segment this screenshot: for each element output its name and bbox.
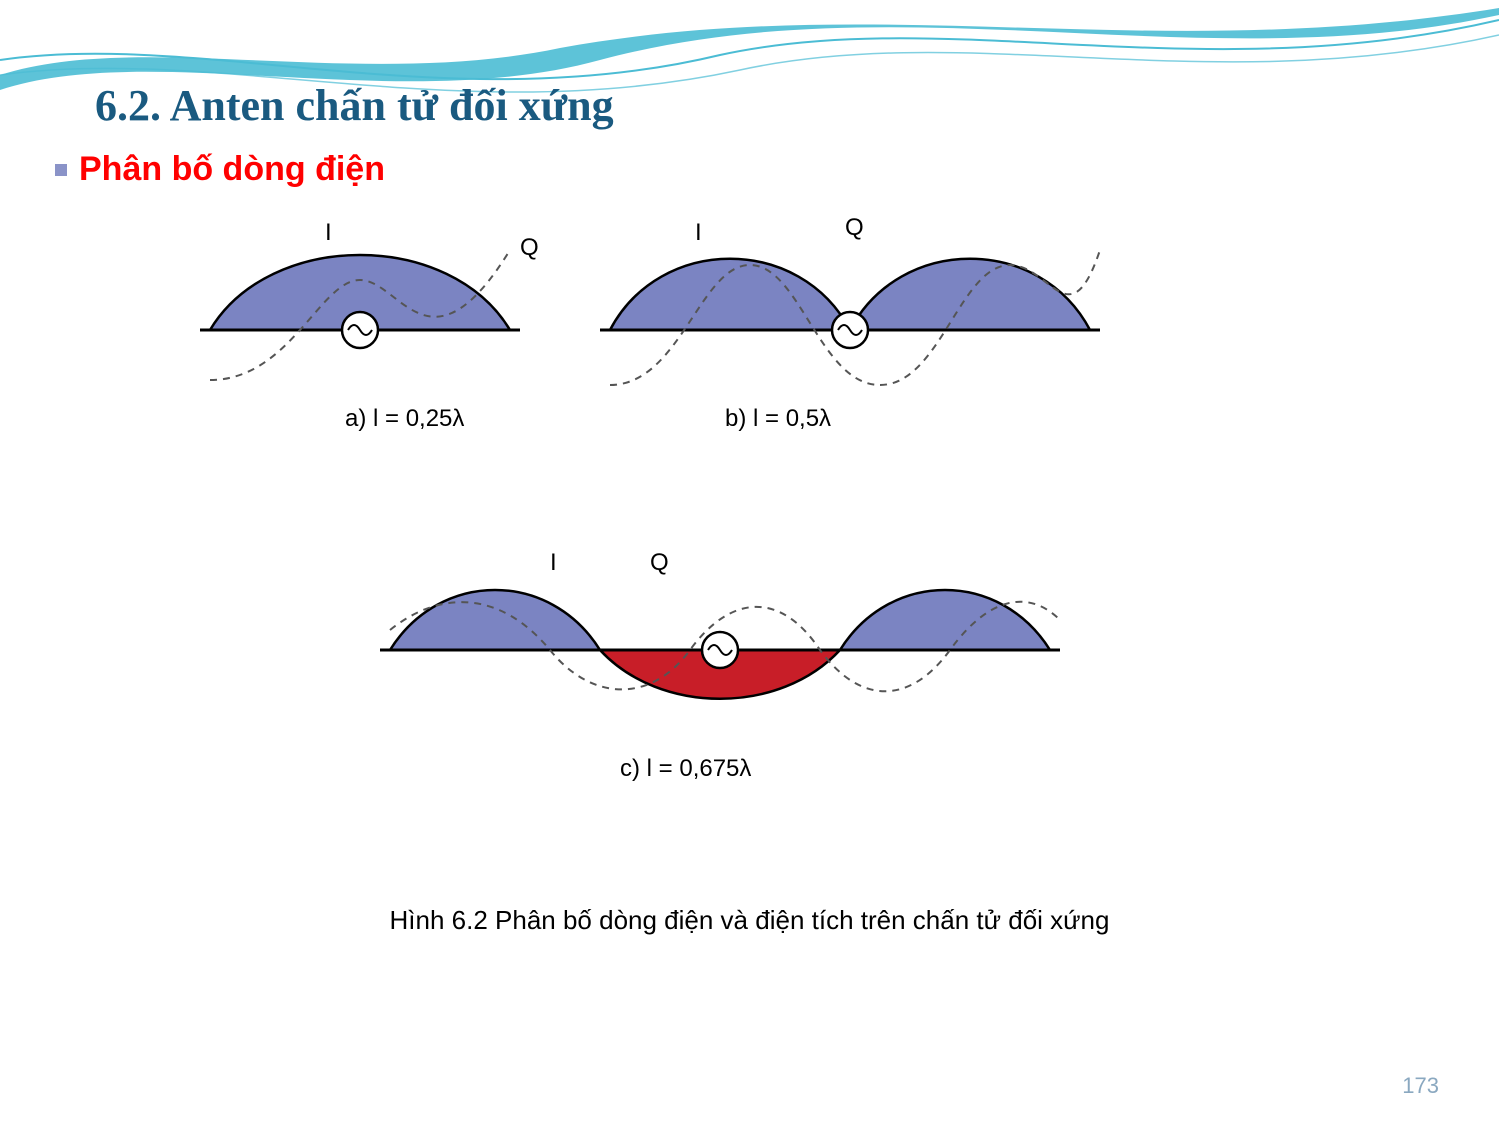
diagram-a: I Q [170,210,550,400]
bullet-icon [55,164,67,176]
current-lobe-right [840,590,1050,650]
caption-b: b) l = 0,5λ [725,405,831,433]
label-Q: Q [650,549,669,576]
label-I: I [695,219,702,246]
page-number: 173 [1402,1073,1439,1099]
figure-caption: Hình 6.2 Phân bố dòng điện và điện tích … [0,905,1499,936]
caption-c: c) l = 0,675λ [620,755,751,783]
current-lobe-left [390,590,600,650]
current-lobe-left [610,259,850,330]
current-lobe-right [850,259,1090,330]
label-I: I [550,549,557,576]
label-Q: Q [520,234,539,261]
diagram-b: I Q [580,210,1120,400]
slide-title: 6.2. Anten chấn tử đối xứng [95,80,614,131]
label-I: I [325,219,332,246]
label-Q: Q [845,214,864,241]
slide-subtitle: Phân bố dòng điện [79,150,385,189]
diagram-c: I Q [350,530,1090,750]
caption-a: a) l = 0,25λ [345,405,464,433]
